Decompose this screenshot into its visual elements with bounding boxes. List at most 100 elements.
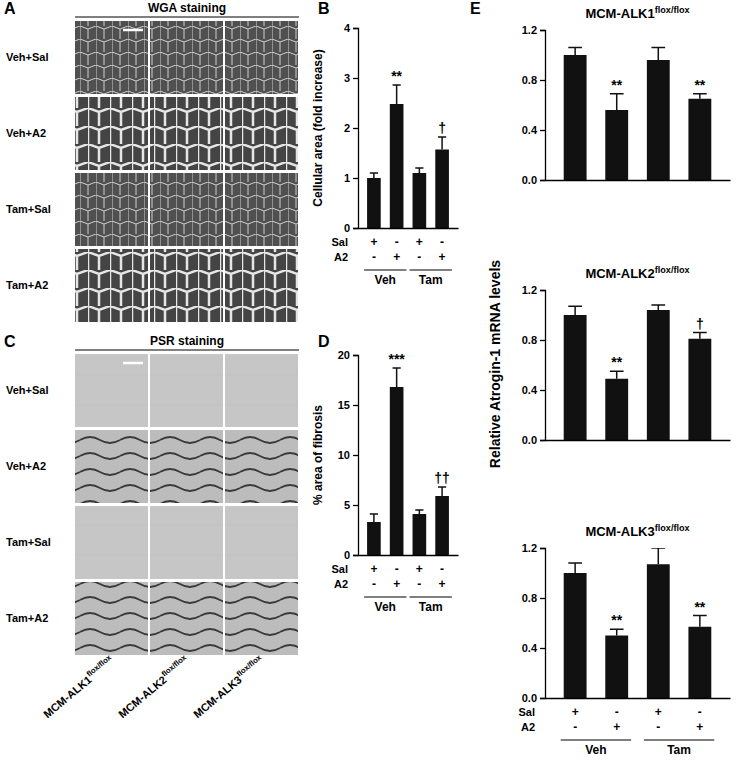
micrograph [150,582,223,655]
bar [435,496,449,555]
error-cap [651,304,665,306]
micrograph [75,249,148,322]
error-cap [651,548,665,549]
text-part: MCM-ALK2 [585,266,654,281]
tick-label: 2 [344,122,350,134]
table-cell: + [393,577,400,591]
table-row-label: A2 [334,251,348,263]
tick: 0 [344,222,358,234]
error-bar [438,487,446,496]
y-axis: 01234 [344,22,359,234]
micrograph [150,21,223,94]
significance: ** [391,68,402,84]
tick: 0.8 [522,592,545,604]
row-label: Tam+Sal [6,203,51,215]
title-rule [75,17,299,18]
tick-mark [353,128,358,129]
group-rule [410,597,452,598]
bar [564,55,587,180]
title-rule [75,350,299,351]
y-axis: 0.00.40.81.2 [522,284,546,446]
micrograph [75,430,148,503]
error-cap [415,509,423,511]
tick-mark [540,598,545,599]
y-axis-title: % area of fibrosis [311,405,325,505]
tick-mark [540,340,545,341]
column-label: MCM-ALK1flox/flox [40,652,117,720]
error-bar [370,173,378,178]
tick-label: 0 [344,222,350,234]
error-bar [651,548,665,564]
tick: 15 [338,399,358,411]
tick-mark [540,440,545,441]
tick-mark [540,80,545,81]
error-cap [370,513,378,515]
bar [647,310,670,440]
tick-mark [540,290,545,291]
x-axis [359,555,459,557]
error-cap [438,486,446,488]
error-cap [438,136,446,138]
chart: ****0.00.40.81.2Sal+-+-A2-+-+VehTamMCM-A… [518,523,730,757]
significance: † [696,316,704,332]
tick-mark [540,698,545,699]
bar [367,522,381,555]
tick: 1.2 [522,24,545,36]
error-bar [651,48,665,61]
axis-line [546,698,731,699]
tick-label: 0.4 [522,124,538,136]
tick-label: 15 [338,399,350,411]
micrograph [75,506,148,579]
table-row-label: Sal [331,563,348,575]
bar [413,514,427,555]
tick-label: 5 [344,499,350,511]
error-stem [616,371,618,379]
y-axis: 05101520 [338,349,359,561]
bar [564,573,587,698]
tick-mark [353,555,358,556]
tick-label: 10 [338,449,350,461]
table-cell: - [698,705,702,719]
significance: ** [694,599,705,615]
group-rule [364,597,406,598]
axis-line [540,291,546,441]
superscript: flox/flox [655,265,690,275]
row-label: Tam+Sal [6,536,51,548]
y-axis-title: Cellular area (fold increase) [311,49,325,206]
bar [605,636,628,699]
table-cell: + [370,235,377,249]
panel-letter: A [4,0,16,17]
table-cell: + [572,705,579,719]
tick-label: 0.4 [522,642,538,654]
tick-label: 0.0 [522,174,537,186]
y-axis-title: Relative Atrogin-1 mRNA levels [487,260,503,468]
error-cap [568,47,582,49]
tick-label: 1.2 [522,284,537,296]
tick-mark [540,648,545,649]
chart: ***††05101520Sal+-+-A2-+-+VehTam% area o… [311,333,459,614]
figure: AWGA stainingVeh+SalVeh+A2Tam+SalTam+A2C… [0,0,742,782]
chart: ****0.00.40.81.2MCM-ALK1flox/floxE [470,0,731,186]
plot-marks [367,368,449,555]
plot-marks [564,48,712,181]
superscript: flox/flox [160,652,189,678]
axis-line [359,555,459,556]
tick-mark [353,28,358,29]
panel-letter: E [470,0,481,17]
tick-mark [540,30,545,31]
group-label: Veh [375,600,396,614]
tick: 0.4 [522,384,545,396]
error-cap [693,615,707,617]
superscript: flox/flox [235,652,264,678]
plot-marks [564,548,712,698]
bar [390,387,404,555]
micrograph [150,173,223,246]
error-bar [370,514,378,522]
bar [688,99,711,180]
tick: 5 [344,499,358,511]
table-cell: + [416,235,423,249]
error-stem [699,333,701,339]
micrograph [225,430,298,503]
tick-mark [353,405,358,406]
text-part: MCM-ALK3 [585,524,654,539]
